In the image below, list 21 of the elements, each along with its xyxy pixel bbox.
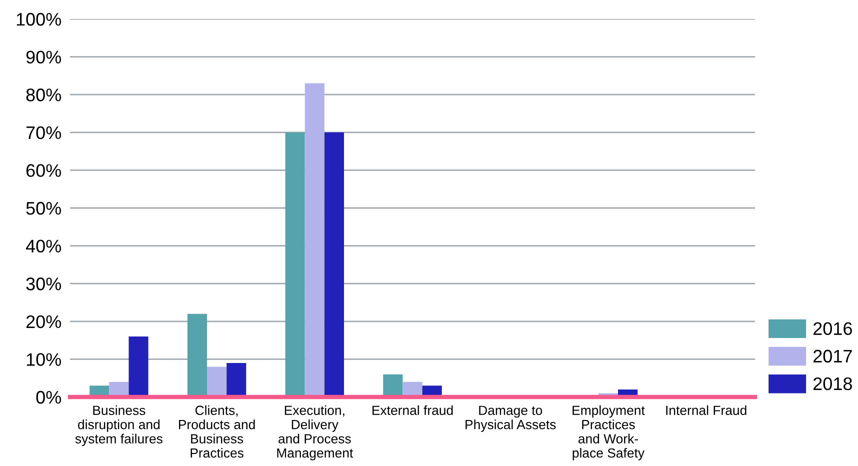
legend-label: 2016 [814, 322, 852, 335]
y-tick-label: 90% [26, 50, 62, 64]
y-tick-label: 40% [26, 240, 62, 253]
x-tick-label: Clients, Products and Business Practices [178, 405, 255, 458]
y-tick-label: 70% [26, 126, 62, 140]
x-tick-label: External fraud [372, 405, 453, 416]
legend-label: 2018 [814, 377, 852, 390]
x-tick-label: Business disruption and system failures [75, 405, 162, 446]
y-tick-label: 60% [26, 164, 62, 177]
y-tick-label: 80% [26, 88, 62, 102]
x-tick-label: Employment Practices and Work- place Safety [572, 405, 645, 460]
y-tick-label: 100% [16, 12, 62, 26]
legend-label: 2017 [814, 350, 852, 363]
y-tick-label: 50% [26, 202, 62, 215]
x-tick-label: Internal Fraud [666, 405, 746, 416]
y-tick-label: 10% [26, 353, 62, 366]
y-tick-label: 20% [26, 315, 62, 328]
y-tick-label: 30% [26, 278, 62, 290]
x-tick-label: Execution, Delivery and Process Management [277, 405, 354, 460]
x-tick-label: Damage to Physical Assets [466, 406, 556, 432]
y-tick-label: 0% [36, 390, 62, 404]
